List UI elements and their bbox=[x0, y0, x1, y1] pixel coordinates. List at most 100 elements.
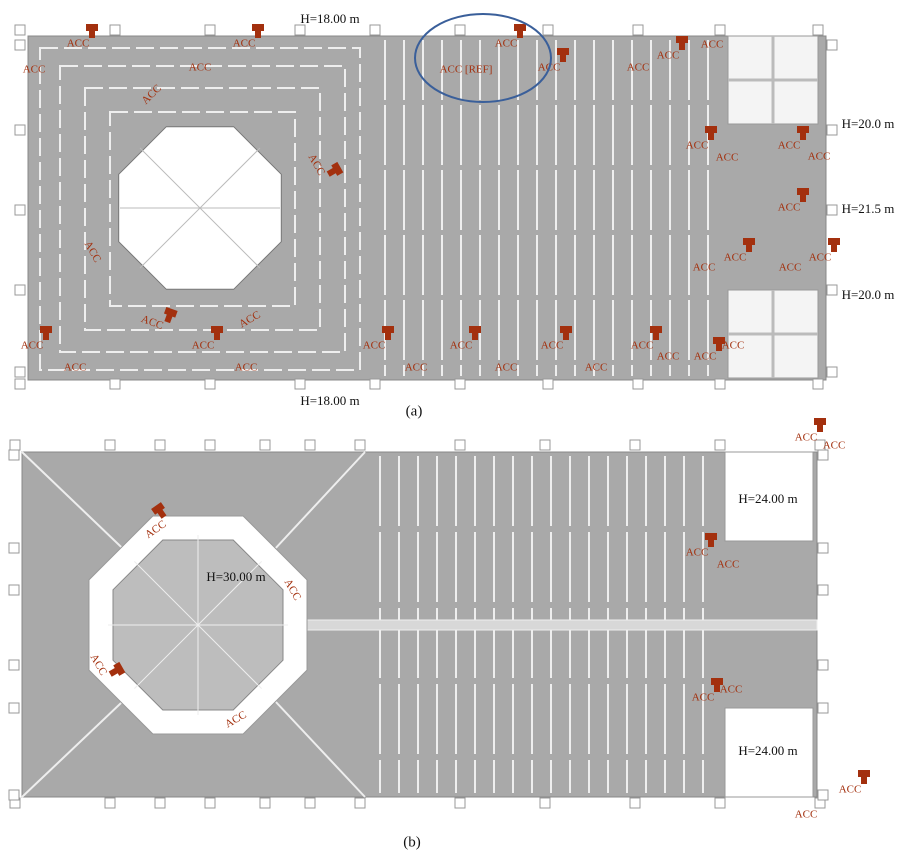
sensor-label: ACC bbox=[627, 62, 650, 74]
height-label: H=18.00 m bbox=[300, 393, 359, 408]
sensor-icon bbox=[828, 238, 840, 252]
column bbox=[15, 379, 25, 389]
sensor-label: ACC [REF] bbox=[440, 64, 493, 76]
height-label: H=20.0 m bbox=[842, 116, 895, 131]
column bbox=[15, 367, 25, 377]
caption: (b) bbox=[403, 834, 421, 850]
sensor-label: ACC bbox=[657, 50, 680, 62]
sensor-label: ACC bbox=[686, 547, 709, 559]
column bbox=[295, 379, 305, 389]
column bbox=[455, 798, 465, 808]
sensor-label: ACC bbox=[450, 340, 473, 352]
column bbox=[715, 440, 725, 450]
column bbox=[540, 798, 550, 808]
column bbox=[205, 798, 215, 808]
sensor-label: ACC bbox=[235, 362, 258, 374]
sensor-label: ACC bbox=[693, 262, 716, 274]
column bbox=[543, 379, 553, 389]
column bbox=[15, 25, 25, 35]
column bbox=[15, 125, 25, 135]
column bbox=[543, 25, 553, 35]
sensor-label: ACC bbox=[686, 140, 709, 152]
sensor-label: ACC bbox=[631, 340, 654, 352]
column bbox=[9, 585, 19, 595]
column bbox=[818, 660, 828, 670]
column bbox=[9, 543, 19, 553]
sensor-label: ACC bbox=[720, 684, 743, 696]
sensor-label: ACC bbox=[233, 38, 256, 50]
column bbox=[827, 367, 837, 377]
height-label: H=20.0 m bbox=[842, 287, 895, 302]
column bbox=[818, 585, 828, 595]
column bbox=[818, 543, 828, 553]
column bbox=[260, 440, 270, 450]
column bbox=[630, 798, 640, 808]
column bbox=[455, 440, 465, 450]
column bbox=[105, 798, 115, 808]
sensor-label: ACC bbox=[839, 784, 862, 796]
sensor-label: ACC bbox=[808, 151, 831, 163]
column bbox=[155, 440, 165, 450]
sensor-label: ACC bbox=[64, 362, 87, 374]
column bbox=[205, 379, 215, 389]
column bbox=[818, 790, 828, 800]
column bbox=[305, 798, 315, 808]
sensor-label: ACC bbox=[21, 340, 44, 352]
sensor-label: ACC bbox=[701, 39, 724, 51]
column bbox=[813, 25, 823, 35]
column bbox=[827, 285, 837, 295]
sensor-icon bbox=[858, 770, 870, 784]
column bbox=[715, 798, 725, 808]
column bbox=[827, 40, 837, 50]
height-label: H=30.00 m bbox=[206, 569, 265, 584]
ridge bbox=[300, 620, 817, 630]
column bbox=[827, 205, 837, 215]
height-label: H=18.00 m bbox=[300, 11, 359, 26]
column bbox=[155, 798, 165, 808]
column bbox=[9, 703, 19, 713]
height-label: H=24.00 m bbox=[738, 491, 797, 506]
sensor-label: ACC bbox=[192, 340, 215, 352]
sensor-label: ACC bbox=[779, 262, 802, 274]
column bbox=[9, 450, 19, 460]
column bbox=[370, 25, 380, 35]
sensor-label: ACC bbox=[495, 38, 518, 50]
column bbox=[827, 125, 837, 135]
column bbox=[9, 660, 19, 670]
sensor-label: ACC bbox=[495, 362, 518, 374]
sensor-label: ACC bbox=[778, 202, 801, 214]
sensor-label: ACC bbox=[716, 152, 739, 164]
sensor-label: ACC bbox=[809, 252, 832, 264]
column bbox=[455, 25, 465, 35]
sensor-label: ACC bbox=[541, 340, 564, 352]
column bbox=[305, 440, 315, 450]
column bbox=[818, 703, 828, 713]
sensor-label: ACC bbox=[405, 362, 428, 374]
sensor-label: ACC bbox=[795, 809, 818, 821]
column bbox=[540, 440, 550, 450]
column bbox=[205, 25, 215, 35]
sensor-label: ACC bbox=[722, 340, 745, 352]
column bbox=[633, 379, 643, 389]
sensor-label: ACC bbox=[717, 559, 740, 571]
column bbox=[15, 285, 25, 295]
column bbox=[105, 440, 115, 450]
sensor-label: ACC bbox=[657, 351, 680, 363]
column bbox=[295, 25, 305, 35]
sensor-label: ACC bbox=[724, 252, 747, 264]
sensor-label: ACC bbox=[692, 692, 715, 704]
caption: (a) bbox=[406, 403, 423, 419]
column bbox=[370, 379, 380, 389]
column bbox=[355, 440, 365, 450]
sensor-icon bbox=[814, 418, 826, 432]
sensor-label: ACC bbox=[585, 362, 608, 374]
sensor-label: ACC bbox=[795, 432, 818, 444]
sensor-label: ACC bbox=[778, 140, 801, 152]
column bbox=[455, 379, 465, 389]
height-label: H=21.5 m bbox=[842, 201, 895, 216]
column bbox=[715, 379, 725, 389]
sensor-label: ACC bbox=[67, 38, 90, 50]
column bbox=[15, 205, 25, 215]
column bbox=[110, 379, 120, 389]
column bbox=[10, 440, 20, 450]
